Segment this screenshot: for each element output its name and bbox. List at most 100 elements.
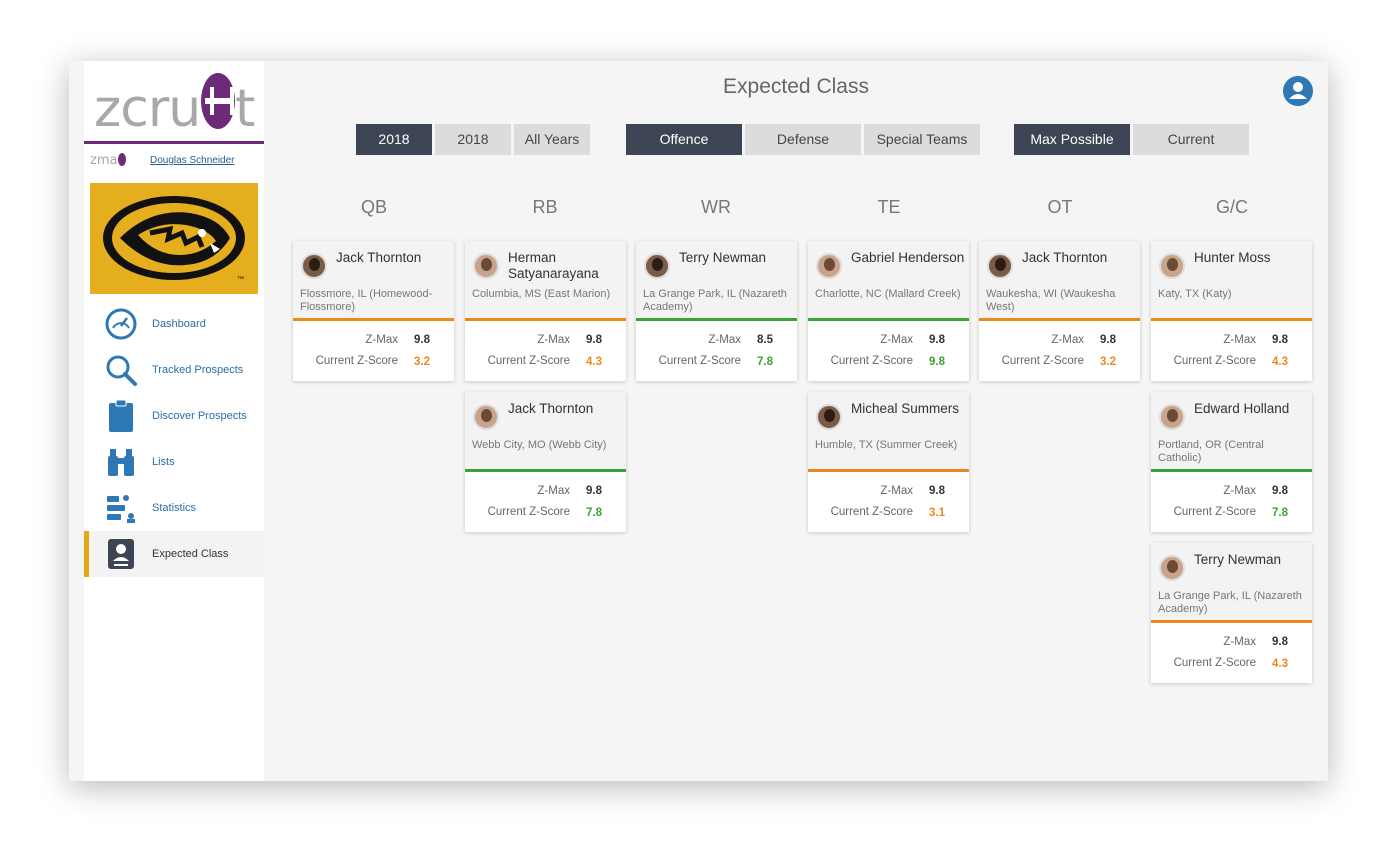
current-zscore-label: Current Z-Score (315, 355, 398, 367)
mode-filter-max-possible[interactable]: Max Possible (1014, 124, 1130, 155)
player-avatar (644, 253, 670, 279)
small-logo: zma (90, 153, 127, 168)
current-zscore-label: Current Z-Score (487, 355, 570, 367)
player-card-header: Herman Satyanarayana Columbia, MS (East … (465, 241, 626, 321)
current-zscore-value: 4.3 (1272, 658, 1288, 670)
zmax-value: 9.8 (929, 485, 945, 497)
zmax-value: 8.5 (757, 334, 773, 346)
year-filter-2018[interactable]: 2018 (435, 124, 511, 155)
player-card-header: Micheal Summers Humble, TX (Summer Creek… (808, 392, 969, 472)
current-zscore-value: 7.8 (757, 356, 773, 368)
sidebar-item-dashboard[interactable]: Dashboard (84, 301, 264, 347)
player-card[interactable]: Terry Newman La Grange Park, IL (Nazaret… (636, 241, 797, 381)
zmax-label: Z-Max (1223, 636, 1256, 648)
stats-icon (104, 491, 138, 525)
current-zscore-value: 4.3 (586, 356, 602, 368)
player-card[interactable]: Jack Thornton Webb City, MO (Webb City) … (465, 392, 626, 532)
zcruit-logo[interactable]: zcru t (92, 71, 262, 139)
player-name: Gabriel Henderson (851, 250, 965, 265)
zmax-label: Z-Max (365, 334, 398, 346)
player-card[interactable]: Gabriel Henderson Charlotte, NC (Mallard… (808, 241, 969, 381)
sidebar-item-expected-class[interactable]: Expected Class (84, 531, 264, 577)
player-name: Terry Newman (679, 250, 767, 265)
player-name: Herman Satyanarayana (508, 250, 599, 281)
current-zscore-label: Current Z-Score (487, 506, 570, 518)
player-avatar (816, 253, 842, 279)
current-zscore-value: 7.8 (1272, 507, 1288, 519)
zmax-value: 9.8 (586, 334, 602, 346)
current-zscore-value: 7.8 (586, 507, 602, 519)
zmax-label: Z-Max (1223, 334, 1256, 346)
sidebar-item-label: Expected Class (152, 548, 229, 560)
player-avatar (473, 253, 499, 279)
sidebar-item-label: Dashboard (152, 318, 206, 330)
column-header-wr: WR (701, 197, 731, 217)
player-avatar (1159, 555, 1185, 581)
current-zscore-value: 9.8 (929, 356, 945, 368)
player-location: Humble, TX (Summer Creek) (815, 439, 958, 451)
page-title: Expected Class (723, 75, 869, 98)
zmax-value: 9.8 (1272, 334, 1288, 346)
current-zscore-label: Current Z-Score (1001, 355, 1084, 367)
player-card[interactable]: Edward Holland Portland, OR (Central Cat… (1151, 392, 1312, 532)
id-badge-icon (104, 537, 138, 571)
player-card-header: Jack Thornton Webb City, MO (Webb City) (465, 392, 626, 472)
sidebar-item-lists[interactable]: Lists (84, 439, 264, 485)
search-icon (104, 353, 138, 387)
player-card[interactable]: Terry Newman La Grange Park, IL (Nazaret… (1151, 543, 1312, 683)
player-avatar (987, 253, 1013, 279)
zmax-label: Z-Max (1051, 334, 1084, 346)
player-card-header: Jack Thornton Waukesha, WI (Waukesha Wes… (979, 241, 1140, 321)
sidebar-item-label: Tracked Prospects (152, 364, 244, 376)
zmax-label: Z-Max (537, 334, 570, 346)
player-name: Terry Newman (1194, 552, 1282, 567)
column-header-te: TE (877, 197, 901, 217)
player-location: Flossmore, IL (Homewood-Flossmore) (300, 288, 433, 313)
zmax-label: Z-Max (537, 485, 570, 497)
zmax-label: Z-Max (708, 334, 741, 346)
column-header-ot: OT (1047, 197, 1073, 217)
current-zscore-label: Current Z-Score (830, 506, 913, 518)
sidebar-item-label: Lists (152, 456, 175, 468)
current-zscore-value: 4.3 (1272, 356, 1288, 368)
column-header-qb: QB (360, 197, 387, 217)
player-card[interactable]: Jack Thornton Flossmore, IL (Homewood-Fl… (293, 241, 454, 381)
player-location: Webb City, MO (Webb City) (472, 439, 607, 451)
unit-filter-special-teams[interactable]: Special Teams (864, 124, 980, 155)
current-zscore-label: Current Z-Score (830, 355, 913, 367)
current-zscore-label: Current Z-Score (658, 355, 741, 367)
sidebar-item-label: Statistics (152, 502, 197, 514)
current-zscore-value: 3.2 (414, 356, 430, 368)
player-card-header: Terry Newman La Grange Park, IL (Nazaret… (636, 241, 797, 321)
year-filter-all-years[interactable]: All Years (514, 124, 590, 155)
player-card-header: Jack Thornton Flossmore, IL (Homewood-Fl… (293, 241, 454, 321)
player-card[interactable]: Micheal Summers Humble, TX (Summer Creek… (808, 392, 969, 532)
player-location: Charlotte, NC (Mallard Creek) (815, 288, 961, 300)
year-filter-2018-selected[interactable]: 2018 (356, 124, 432, 155)
current-zscore-label: Current Z-Score (1173, 355, 1256, 367)
sidebar-item-tracked-prospects[interactable]: Tracked Prospects (84, 347, 264, 393)
sidebar-item-statistics[interactable]: Statistics (84, 485, 264, 531)
player-location: La Grange Park, IL (Nazareth Academy) (1158, 590, 1302, 615)
user-name-link[interactable]: Douglas Schneider (150, 155, 235, 166)
unit-filter-offence[interactable]: Offence (626, 124, 742, 155)
unit-filter-defense[interactable]: Defense (745, 124, 861, 155)
logo-text: zcru (94, 79, 201, 139)
player-card[interactable]: Jack Thornton Waukesha, WI (Waukesha Wes… (979, 241, 1140, 381)
small-logo-text: zma (90, 153, 118, 168)
user-row: zma Douglas Schneider (90, 151, 262, 171)
player-location: Portland, OR (Central Catholic) (1158, 439, 1264, 464)
player-avatar (473, 404, 499, 430)
speedometer-icon (104, 307, 138, 341)
zmax-label: Z-Max (880, 485, 913, 497)
player-card[interactable]: Hunter Moss Katy, TX (Katy) Z-Max 9.8 Cu… (1151, 241, 1312, 381)
player-card[interactable]: Herman Satyanarayana Columbia, MS (East … (465, 241, 626, 381)
user-account-icon[interactable] (1283, 76, 1313, 106)
zmax-label: Z-Max (1223, 485, 1256, 497)
sidebar-item-discover-prospects[interactable]: Discover Prospects (84, 393, 264, 439)
player-location: La Grange Park, IL (Nazareth Academy) (643, 288, 787, 313)
player-name: Jack Thornton (508, 401, 594, 416)
current-zscore-value: 3.1 (929, 507, 945, 519)
svg-text:™: ™ (237, 276, 244, 283)
mode-filter-current[interactable]: Current (1133, 124, 1249, 155)
